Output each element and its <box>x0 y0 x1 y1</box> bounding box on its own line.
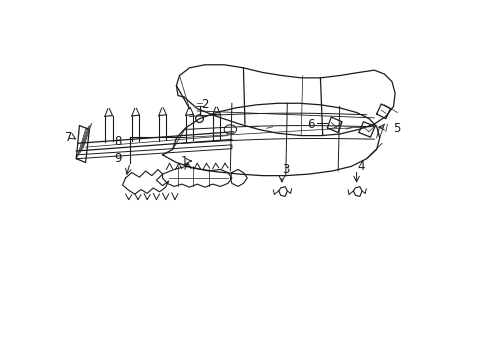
Text: 5: 5 <box>393 122 401 135</box>
Text: 3: 3 <box>282 163 290 176</box>
Text: 9: 9 <box>114 152 122 165</box>
Text: 2: 2 <box>201 98 209 111</box>
Text: 8: 8 <box>114 135 122 148</box>
Text: 1: 1 <box>180 154 188 167</box>
Text: 4: 4 <box>358 160 365 173</box>
Text: 6: 6 <box>307 118 315 131</box>
Text: 7: 7 <box>65 131 73 144</box>
